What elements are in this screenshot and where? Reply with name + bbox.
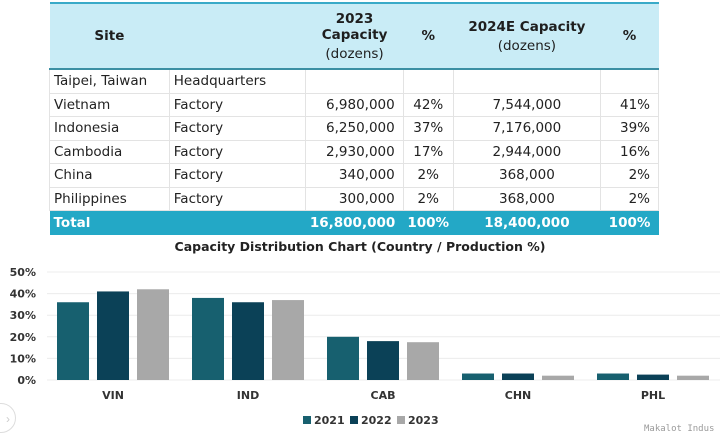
x-tick-label: IND xyxy=(237,389,259,402)
header-pct2024: % xyxy=(600,2,659,70)
bar-2022-vin xyxy=(97,291,129,380)
header-pct2023: % xyxy=(403,2,454,70)
pct2023-cell xyxy=(402,68,454,94)
y-tick-label: 30% xyxy=(10,309,36,322)
capacity-table: Site 2023 Capacity (dozens) % 2024E Capac… xyxy=(49,2,659,235)
x-tick-label: VIN xyxy=(102,389,124,402)
bar-2022-phl xyxy=(637,374,669,380)
table-total-row: Total 16,800,000 100% 18,400,000 100% xyxy=(49,210,659,235)
table-row: Vietnam Factory 6,980,000 42% 7,544,000 41% xyxy=(49,92,659,117)
cap2023-cell: 2,930,000 xyxy=(305,139,404,164)
legend-swatch-2021 xyxy=(303,416,311,424)
pct2024-cell: 2% xyxy=(600,186,659,211)
pct2023-cell: 42% xyxy=(402,92,454,117)
x-tick-label: PHL xyxy=(641,389,665,402)
pct2024-cell: 41% xyxy=(600,92,659,117)
table-header-row: Site 2023 Capacity (dozens) % 2024E Capac… xyxy=(49,2,659,70)
bar-2021-vin xyxy=(57,302,89,380)
cap2024-cell: 7,176,000 xyxy=(452,116,602,141)
cap2023-cell: 6,250,000 xyxy=(305,116,404,141)
pct2023-cell: 37% xyxy=(402,116,454,141)
y-tick-label: 50% xyxy=(10,266,36,279)
type-cell: Factory xyxy=(168,186,307,211)
pct2024-cell: 16% xyxy=(600,139,659,164)
pct2024-cell xyxy=(600,68,659,94)
type-cell: Factory xyxy=(168,116,307,141)
legend-label-2022: 2022 xyxy=(361,414,392,427)
header-site: Site xyxy=(49,2,170,70)
cap2023-cell: 300,000 xyxy=(305,186,404,211)
site-cell: Vietnam xyxy=(49,92,170,117)
cap2024-cell: 7,544,000 xyxy=(452,92,602,117)
x-tick-label: CHN xyxy=(505,389,532,402)
site-cell: China xyxy=(49,163,170,188)
x-tick-label: CAB xyxy=(371,389,396,402)
header-cap2023: 2023 Capacity (dozens) xyxy=(305,2,404,70)
y-tick-label: 40% xyxy=(10,288,36,301)
cap2023-cell xyxy=(305,68,404,94)
type-cell: Headquarters xyxy=(168,68,307,94)
total-cap2024: 18,400,000 xyxy=(453,210,601,235)
y-tick-label: 20% xyxy=(10,331,36,344)
table-row: Cambodia Factory 2,930,000 17% 2,944,000 16% xyxy=(49,139,659,164)
bar-2023-chn xyxy=(542,375,574,380)
bar-chart: 0% 10% 20% 30% 40% 50% VIN IND CAB CHN PHL 2021 2022… xyxy=(10,266,720,427)
legend-label-2021: 2021 xyxy=(314,414,345,427)
bar-2023-vin xyxy=(137,289,169,380)
total-pct2023: 100% xyxy=(403,210,454,235)
table-row: Indonesia Factory 6,250,000 37% 7,176,000 39% xyxy=(49,116,659,141)
chart-title: Capacity Distribution Chart (Country / P… xyxy=(174,239,546,254)
total-cap2023: 16,800,000 xyxy=(305,210,404,235)
cap2024-cell: 368,000 xyxy=(452,186,602,211)
header-type xyxy=(169,2,306,70)
legend-swatch-2023 xyxy=(397,416,405,424)
site-cell: Cambodia xyxy=(49,139,170,164)
bar-2021-phl xyxy=(597,373,629,380)
bar-2023-phl xyxy=(677,375,709,380)
cap2024-cell xyxy=(452,68,602,94)
cap2023-cell: 6,980,000 xyxy=(305,92,404,117)
site-cell: Taipei, Taiwan xyxy=(49,68,170,94)
pct2023-cell: 2% xyxy=(402,163,454,188)
legend-swatch-2022 xyxy=(350,416,358,424)
y-tick-label: 10% xyxy=(10,352,36,365)
bar-2021-ind xyxy=(192,297,224,380)
pct2023-cell: 2% xyxy=(402,186,454,211)
bar-2022-chn xyxy=(502,373,534,380)
header-cap2024: 2024E Capacity (dozens) xyxy=(453,2,601,70)
y-tick-label: 0% xyxy=(17,374,36,387)
pct2024-cell: 2% xyxy=(600,163,659,188)
table-row: Taipei, Taiwan Headquarters xyxy=(49,68,659,94)
pct2023-cell: 17% xyxy=(402,139,454,164)
pct2024-cell: 39% xyxy=(600,116,659,141)
site-cell: Philippines xyxy=(49,186,170,211)
legend-label-2023: 2023 xyxy=(408,414,439,427)
bar-2023-cab xyxy=(407,342,439,380)
bar-2021-chn xyxy=(462,373,494,380)
type-cell: Factory xyxy=(168,163,307,188)
total-label: Total xyxy=(49,210,170,235)
bar-2023-ind xyxy=(272,300,304,380)
total-pct2024: 100% xyxy=(600,210,659,235)
bar-2021-cab xyxy=(327,336,359,380)
site-cell: Indonesia xyxy=(49,116,170,141)
cap2023-cell: 340,000 xyxy=(305,163,404,188)
table-row: Philippines Factory 300,000 2% 368,000 2% xyxy=(49,186,659,211)
table-row: China Factory 340,000 2% 368,000 2% xyxy=(49,163,659,188)
watermark: Makalot Indus xyxy=(644,424,715,434)
bar-2022-cab xyxy=(367,341,399,380)
cap2024-cell: 2,944,000 xyxy=(452,139,602,164)
type-cell: Factory xyxy=(168,139,307,164)
chevron-right-icon: › xyxy=(6,412,10,426)
cap2024-cell: 368,000 xyxy=(452,163,602,188)
type-cell: Factory xyxy=(168,92,307,117)
bar-2022-ind xyxy=(232,302,264,380)
